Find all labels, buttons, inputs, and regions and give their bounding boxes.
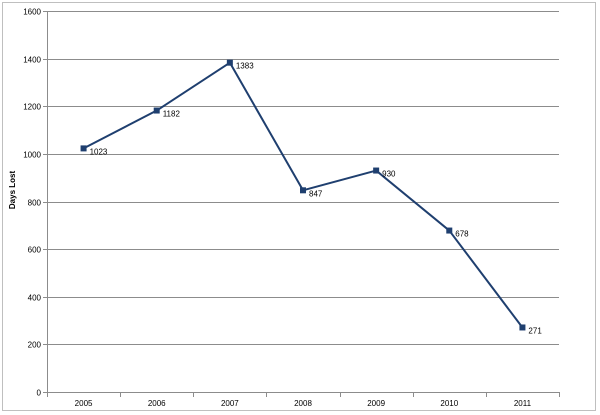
data-label: 1383 xyxy=(236,62,254,71)
x-tick-label: 2007 xyxy=(221,399,239,408)
data-point-marker xyxy=(446,227,453,234)
x-tick-label: 2009 xyxy=(367,399,385,408)
x-tick-label: 2011 xyxy=(514,399,532,408)
data-label: 1023 xyxy=(90,147,108,156)
data-label: 271 xyxy=(528,326,542,335)
y-tick-label: 400 xyxy=(28,294,42,303)
series-days-lost xyxy=(80,59,526,331)
x-tick-label: 2006 xyxy=(148,399,166,408)
data-point-marker xyxy=(519,324,526,331)
data-point-marker xyxy=(226,59,233,66)
gridlines xyxy=(47,11,559,345)
axes xyxy=(43,11,560,397)
y-tick-label: 800 xyxy=(28,199,42,208)
data-point-marker xyxy=(80,145,87,152)
data-label: 930 xyxy=(382,170,396,179)
y-tick-label: 0 xyxy=(37,389,42,398)
data-labels: 1023 1182 1383 847 930 678 271 xyxy=(90,62,543,336)
data-label: 1182 xyxy=(163,110,181,119)
x-tick-label: 2008 xyxy=(294,399,312,408)
data-point-marker xyxy=(153,107,160,114)
x-tick-label: 2010 xyxy=(440,399,458,408)
y-tick-label: 1000 xyxy=(23,151,41,160)
data-label: 678 xyxy=(455,230,469,239)
data-point-marker xyxy=(373,167,380,174)
chart-frame xyxy=(2,2,596,411)
data-point-marker xyxy=(300,187,306,194)
y-tick-label: 1200 xyxy=(23,103,41,112)
data-label: 847 xyxy=(309,189,323,198)
y-tick-label: 200 xyxy=(28,341,42,350)
x-tick-label: 2005 xyxy=(75,399,93,408)
x-axis-tick-labels: 2005 2006 2007 2008 2009 2010 2011 xyxy=(75,399,532,408)
y-tick-label: 1600 xyxy=(23,8,41,17)
y-tick-label: 1400 xyxy=(23,56,41,65)
series-line xyxy=(83,61,524,329)
y-axis-tick-labels: 0 200 400 600 800 1000 1200 1400 1600 xyxy=(23,8,41,398)
y-tick-label: 600 xyxy=(28,246,42,255)
y-axis-title: Days Lost xyxy=(8,171,17,210)
